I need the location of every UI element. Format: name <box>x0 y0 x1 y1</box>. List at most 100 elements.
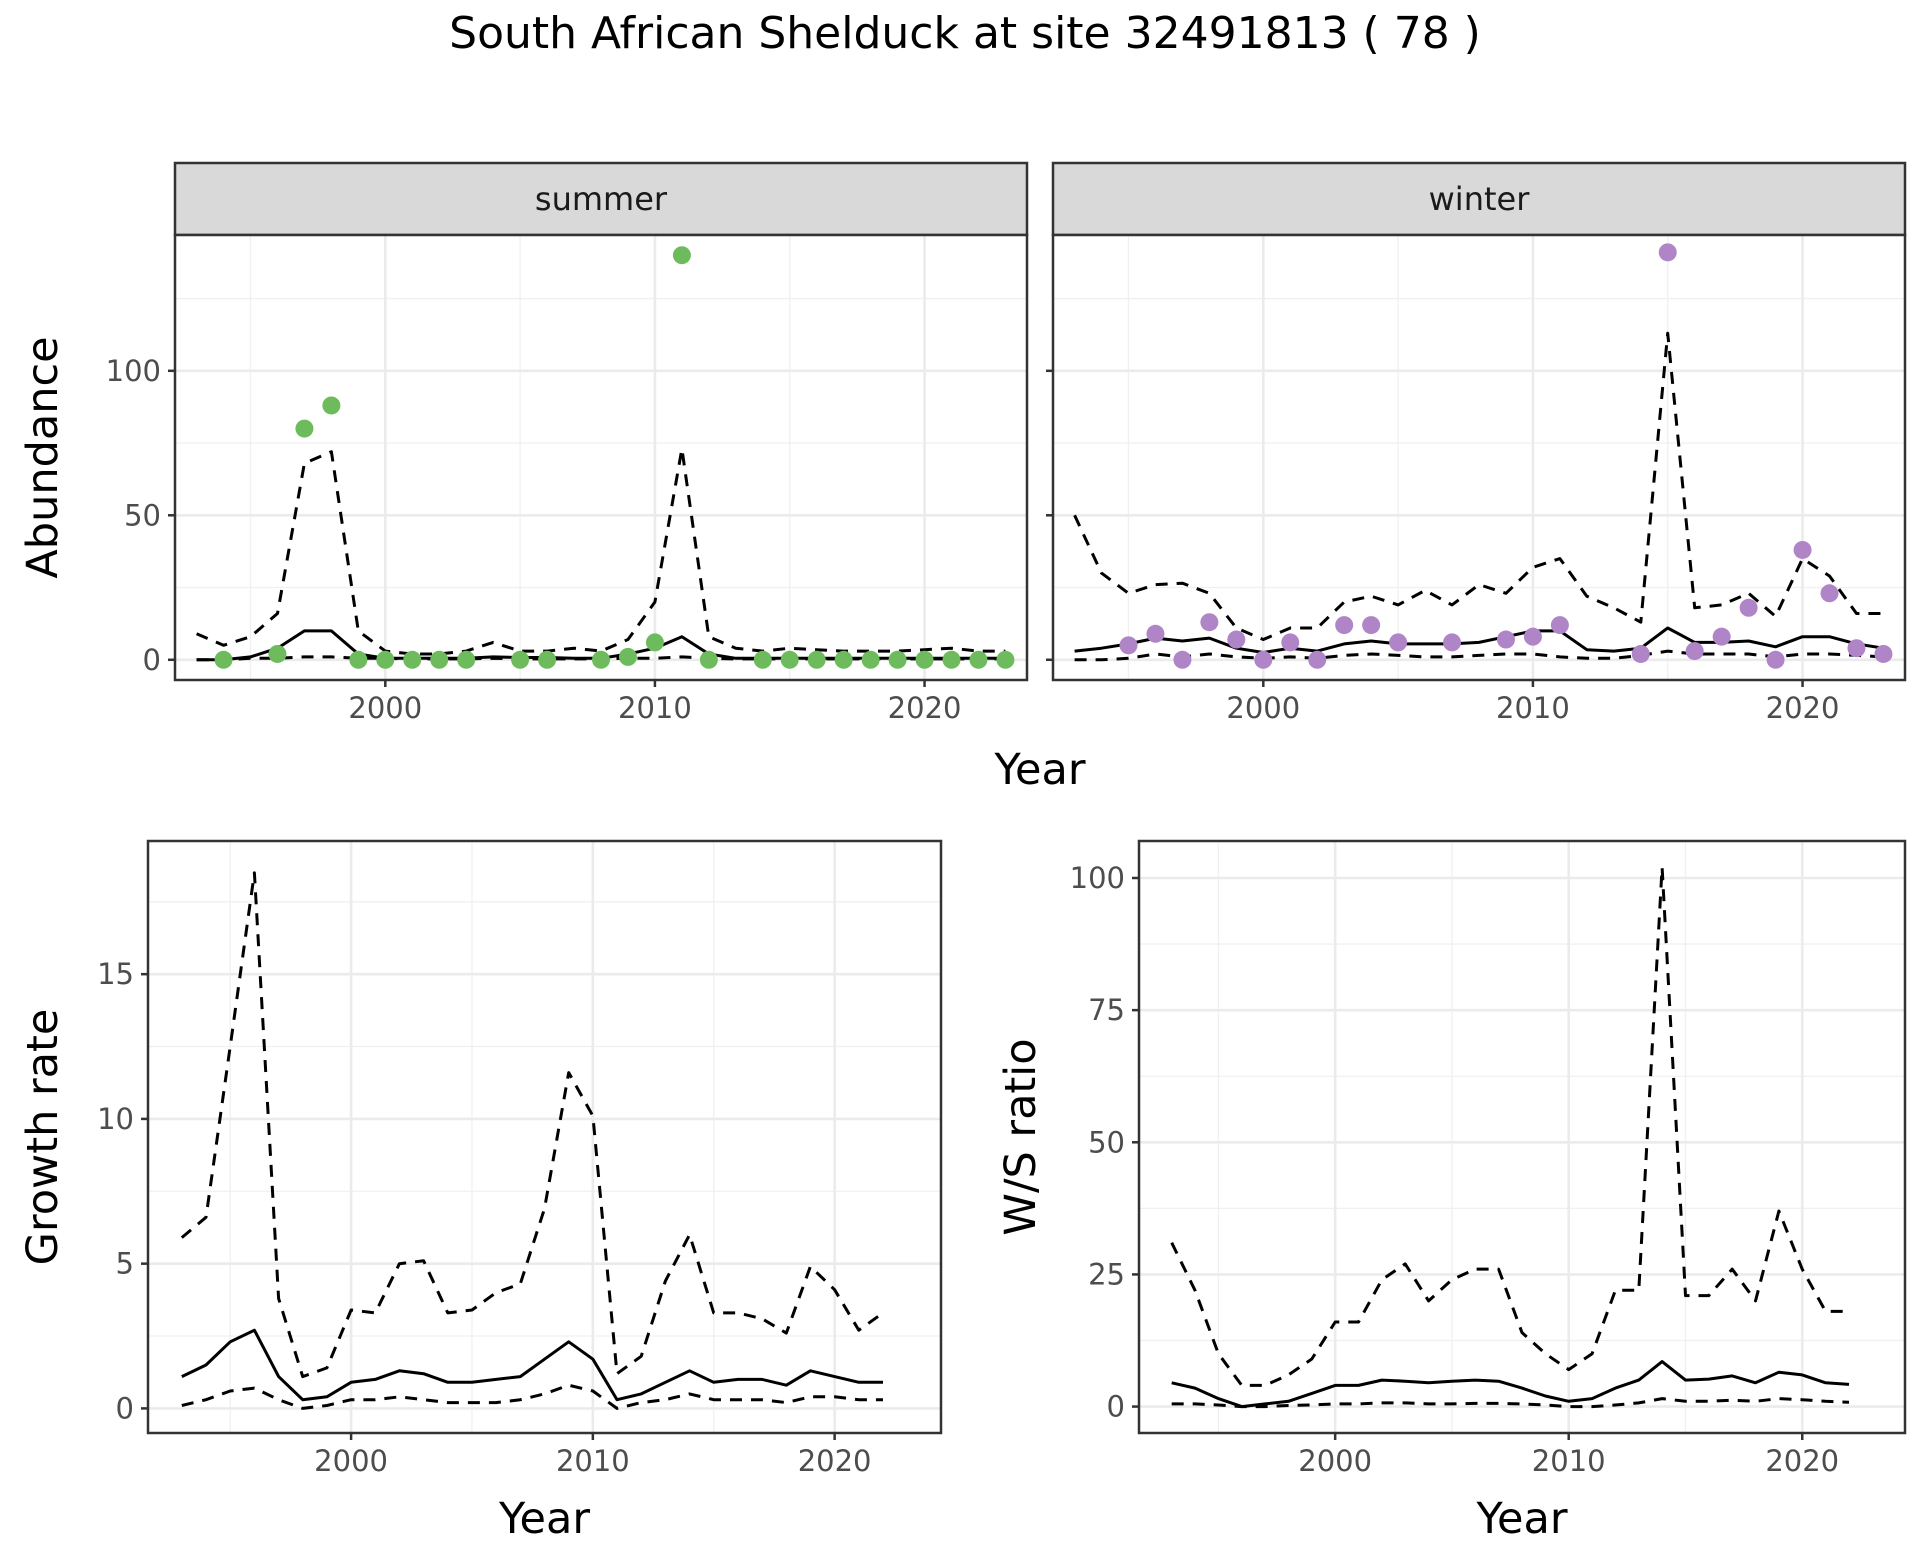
upper-bound-line-growth <box>180 871 884 1379</box>
lower-bound-line-winter <box>1074 649 1884 662</box>
y-tick-label-ratio-75: 75 <box>1088 993 1125 1027</box>
observed-point-summer-2020 <box>915 650 934 669</box>
x-tick-label-ratio-2000: 2000 <box>1298 1444 1372 1478</box>
observed-point-winter-2015 <box>1658 243 1677 262</box>
observed-point-summer-2003 <box>457 650 476 669</box>
mean-line-winter <box>1074 626 1884 654</box>
x-axis-title-growth: Year <box>498 1494 590 1544</box>
observed-point-winter-2018 <box>1739 598 1758 617</box>
observed-point-winter-1995 <box>1119 636 1138 655</box>
x-tick-label-winter-2010: 2010 <box>1496 691 1570 725</box>
y-axis-title-summer: Abundance <box>18 336 68 578</box>
observed-point-summer-2005 <box>511 650 530 669</box>
x-tick-label-growth-2020: 2020 <box>798 1444 872 1478</box>
observed-point-winter-2007 <box>1443 633 1462 652</box>
y-tick-label-growth-5: 5 <box>116 1247 134 1281</box>
strip-label-winter: winter <box>1429 180 1531 218</box>
figure-title: South African Shelduck at site 32491813 … <box>449 8 1481 59</box>
observed-points-winter <box>1119 243 1893 669</box>
y-axis-title-growth: Growth rate <box>18 1009 68 1266</box>
observed-point-winter-2005 <box>1389 633 1408 652</box>
observed-point-winter-2000 <box>1254 650 1273 669</box>
strip-winter <box>1051 161 1907 237</box>
observed-point-summer-2012 <box>699 650 718 669</box>
observed-point-summer-1994 <box>214 650 233 669</box>
observed-point-summer-2018 <box>861 650 880 669</box>
observed-point-summer-2010 <box>645 633 664 652</box>
observed-point-winter-2017 <box>1712 627 1731 646</box>
y-tick-label-summer-0: 0 <box>143 643 161 677</box>
observed-point-winter-2019 <box>1766 650 1785 669</box>
y-tick-label-ratio-50: 50 <box>1088 1125 1125 1159</box>
observed-point-winter-1996 <box>1146 624 1165 643</box>
observed-point-winter-2014 <box>1631 644 1650 663</box>
panel-border-ratio <box>1137 839 1907 1435</box>
observed-point-winter-2003 <box>1335 616 1354 635</box>
observed-point-winter-2001 <box>1281 633 1300 652</box>
observed-point-summer-2000 <box>376 650 395 669</box>
y-tick-label-ratio-0: 0 <box>1107 1390 1125 1424</box>
x-axis-title-ratio: Year <box>1475 1494 1567 1544</box>
observed-point-summer-2006 <box>538 650 557 669</box>
x-tick-label-growth-2000: 2000 <box>314 1444 388 1478</box>
observed-point-winter-2021 <box>1820 584 1839 603</box>
observed-point-winter-2023 <box>1874 644 1893 663</box>
observed-point-summer-1997 <box>295 419 314 438</box>
y-tick-label-summer-50: 50 <box>124 498 161 532</box>
panel-border-summer <box>173 233 1029 682</box>
observed-point-winter-2010 <box>1523 627 1542 646</box>
x-tick-label-ratio-2010: 2010 <box>1532 1444 1606 1478</box>
observed-point-winter-1999 <box>1227 630 1246 649</box>
panel-growth: 2000 2010 2020 0 5 10 15 Growth rate Year <box>18 839 943 1544</box>
observed-point-summer-2023 <box>996 650 1015 669</box>
grid-winter <box>1053 235 1905 680</box>
observed-point-summer-2015 <box>780 650 799 669</box>
x-tick-label-ratio-2020: 2020 <box>1765 1444 1839 1478</box>
observed-point-summer-1999 <box>349 650 368 669</box>
x-tick-label-winter-2020: 2020 <box>1766 691 1840 725</box>
panel-ratio: 2000 2010 2020 0 25 50 75 100 W/S ratio Year <box>996 839 1907 1544</box>
x-tick-label-growth-2010: 2010 <box>556 1444 630 1478</box>
x-tick-label-winter-2000: 2000 <box>1226 691 1300 725</box>
observed-point-winter-2011 <box>1550 616 1569 635</box>
mean-line-growth <box>181 1328 883 1402</box>
strip-summer <box>173 161 1029 237</box>
observed-points-summer <box>214 246 1015 669</box>
y-axis-title-ratio: W/S ratio <box>996 1038 1046 1235</box>
observed-point-winter-1998 <box>1200 613 1219 632</box>
panel-border-winter <box>1051 233 1907 682</box>
observed-point-winter-2009 <box>1496 630 1515 649</box>
panel-border-growth <box>146 839 943 1435</box>
panel-summer: summer 2000 2010 2020 0 50 100 Abundance <box>18 161 1029 725</box>
strip-label-summer: summer <box>535 180 668 218</box>
plot-area-growth <box>148 841 941 1433</box>
observed-point-summer-2002 <box>430 650 449 669</box>
y-tick-label-ratio-100: 100 <box>1070 861 1125 895</box>
observed-point-summer-2021 <box>942 650 961 669</box>
y-tick-label-ratio-25: 25 <box>1088 1257 1125 1291</box>
observed-point-summer-2022 <box>969 650 988 669</box>
x-axis-title-winter: Year <box>993 745 1085 795</box>
x-tick-label-summer-2000: 2000 <box>348 691 422 725</box>
observed-point-summer-2009 <box>618 647 637 666</box>
lower-bound-line-growth <box>181 1383 883 1410</box>
observed-point-summer-2008 <box>592 650 610 669</box>
observed-point-winter-1997 <box>1173 650 1192 669</box>
observed-point-winter-2022 <box>1847 639 1866 658</box>
mean-line-ratio <box>1171 1360 1850 1409</box>
grid-growth <box>148 841 941 1433</box>
observed-point-summer-2017 <box>834 650 853 669</box>
y-tick-label-growth-15: 15 <box>97 957 134 991</box>
observed-point-summer-2014 <box>753 650 772 669</box>
y-tick-label-growth-10: 10 <box>97 1102 134 1136</box>
observed-point-winter-2004 <box>1362 616 1381 635</box>
observed-point-summer-2011 <box>672 246 691 265</box>
observed-point-summer-2001 <box>403 650 422 669</box>
plot-area-ratio <box>1139 841 1905 1433</box>
observed-point-winter-2020 <box>1793 540 1812 559</box>
y-tick-label-growth-0: 0 <box>116 1391 134 1425</box>
x-tick-label-summer-2020: 2020 <box>888 691 962 725</box>
observed-point-summer-2016 <box>807 650 826 669</box>
